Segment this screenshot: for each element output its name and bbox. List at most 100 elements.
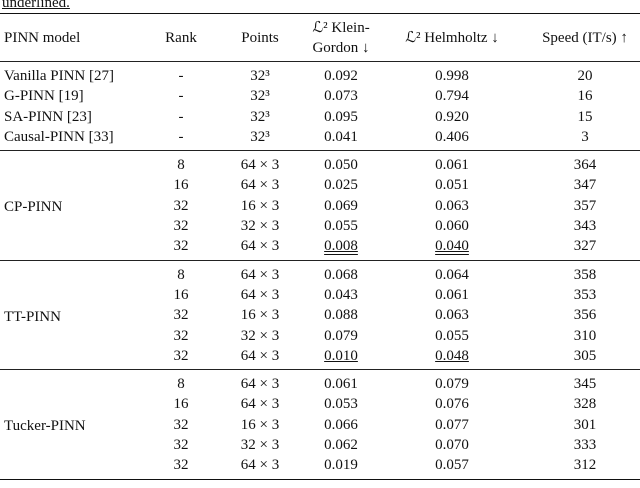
table-cell: 16 × 3 [240, 416, 280, 433]
table-cell: 333 [573, 437, 597, 454]
table-cell: 16 [173, 286, 189, 303]
table-cell: - [178, 108, 184, 125]
table-cell: 0.041 [324, 128, 358, 145]
table-cell: 353 [573, 286, 597, 303]
table-cell: 16 × 3 [240, 307, 280, 324]
row-group: Tucker-PINN 8 64 × 3 0.061 0.079 345 16 64 × 3 0… [0, 369, 640, 479]
table-cell: 0.073 [324, 88, 358, 105]
table-cell: 0.055 [324, 218, 358, 235]
table-cell: 0.053 [324, 396, 358, 413]
table-cell: 0.092 [324, 68, 358, 84]
header-cell: Rank [165, 29, 197, 46]
table-row: 32 32 × 3 0.079 0.055 310 [0, 326, 640, 346]
table-row: CP-PINN 8 64 × 3 0.050 0.061 364 [0, 151, 640, 215]
model-cell: Tucker-PINN [4, 418, 86, 435]
results-table: PINN model Rank Points ℒ² Klein-Gordon ↓ ℒ² … [0, 13, 640, 480]
table-cell: 64 × 3 [240, 238, 280, 255]
table-cell: 16 [173, 177, 189, 194]
table-row: SA-PINN [23] - 32³ 0.095 0.920 15 [0, 107, 640, 127]
table-cell: 0.063 [435, 197, 469, 214]
table-cell: 364 [573, 157, 597, 174]
row-group: TT-PINN 8 64 × 3 0.068 0.064 358 16 64 × 3 0.043… [0, 260, 640, 369]
table-cell: 345 [573, 376, 597, 393]
table-cell: 0.048 [374, 346, 530, 370]
table-cell: 0.055 [435, 327, 469, 344]
header-cell: PINN model [4, 29, 81, 46]
header-cell: ℒ² Klein-Gordon ↓ [312, 19, 370, 56]
table-row: 32 64 × 3 0.010 0.048 305 [0, 346, 640, 370]
table-cell: 328 [573, 396, 597, 413]
table-cell: 305 [573, 347, 597, 364]
table-cell: 32 × 3 [240, 218, 280, 235]
table-cell: 32³ [250, 88, 270, 105]
table-cell: 0.077 [435, 416, 469, 433]
table-cell: 0.008 [308, 236, 374, 260]
table-cell: 347 [573, 177, 597, 194]
table-cell: 32 [173, 416, 189, 433]
model-cell: TT-PINN [4, 308, 61, 325]
table-cell: 15 [577, 108, 593, 125]
row-group: CP-PINN 8 64 × 3 0.050 0.061 364 16 64 × 3 0.025… [0, 150, 640, 260]
table-cell: 0.010 [308, 346, 374, 370]
table-row: Tucker-PINN 8 64 × 3 0.061 0.079 345 [0, 370, 640, 434]
table-cell: 64 × 3 [240, 396, 280, 413]
table-cell: 0.057 [435, 457, 469, 474]
model-cell: CP-PINN [4, 199, 63, 216]
header-cell: Points [241, 29, 279, 46]
table-row: 32 16 × 3 0.088 0.063 356 [0, 305, 640, 325]
table-cell: - [178, 128, 184, 145]
table-cell: 356 [573, 307, 597, 324]
table-cell: - [178, 68, 184, 84]
header-row: PINN model Rank Points ℒ² Klein-Gordon ↓ ℒ² … [0, 14, 640, 62]
table-row: G-PINN [19] - 32³ 0.073 0.794 16 [0, 86, 640, 106]
table-cell: 32³ [250, 108, 270, 125]
table-row: Vanilla PINN [27] - 32³ 0.092 0.998 20 [0, 62, 640, 87]
table-cell: 0.062 [324, 437, 358, 454]
table-cell: 20 [577, 68, 593, 84]
table-cell: 0.068 [324, 266, 358, 283]
table-cell: 343 [573, 218, 597, 235]
table-row: 16 64 × 3 0.025 0.051 347 [0, 175, 640, 195]
table-cell: 64 × 3 [240, 177, 280, 194]
header-cell: Speed (IT/s) ↑ [542, 29, 628, 46]
table-row: 16 64 × 3 0.043 0.061 353 [0, 285, 640, 305]
table-cell: 32 [173, 197, 189, 214]
row-group: Vanilla PINN [27] - 32³ 0.092 0.998 20 G-PINN … [0, 61, 640, 151]
table-cell: 0.920 [435, 108, 469, 125]
table-cell: 312 [573, 457, 597, 474]
caption-fragment: underlined. [2, 0, 70, 11]
table-row: 32 16 × 3 0.066 0.077 301 [0, 415, 640, 435]
table-cell: 32 × 3 [240, 327, 280, 344]
table-row: 32 32 × 3 0.062 0.070 333 [0, 435, 640, 455]
table-cell: 3 [581, 128, 589, 145]
table-cell: 0.019 [324, 457, 358, 474]
table-cell: 310 [573, 327, 597, 344]
table-cell: 32 [173, 307, 189, 324]
table-cell: 0.061 [435, 157, 469, 174]
table-cell: - [178, 88, 184, 105]
table-cell: 0.061 [435, 286, 469, 303]
table-cell: 64 × 3 [240, 157, 280, 174]
table-row: 32 32 × 3 0.055 0.060 343 [0, 216, 640, 236]
table-cell: 32 × 3 [240, 437, 280, 454]
table-row: 32 64 × 3 0.019 0.057 312 [0, 455, 640, 479]
table-cell: 0.079 [324, 327, 358, 344]
table-header: PINN model Rank Points ℒ² Klein-Gordon ↓ ℒ² … [0, 14, 640, 62]
table-cell: 32 [173, 457, 189, 474]
table-cell: 32 [173, 238, 189, 255]
table-cell: 16 [577, 88, 593, 105]
table-cell: 0.069 [324, 197, 358, 214]
table-cell: 32³ [250, 128, 270, 145]
table-cell: 0.066 [324, 416, 358, 433]
table-cell: 0.061 [324, 376, 358, 393]
table-cell: 16 [173, 396, 189, 413]
underlined-value: 0.040 [435, 238, 469, 255]
table-cell: 32 [173, 437, 189, 454]
table-cell: 0.095 [324, 108, 358, 125]
table-cell: 16 × 3 [240, 197, 280, 214]
table-cell: 0.079 [435, 376, 469, 393]
table-cell: 32 [173, 218, 189, 235]
table-cell: 64 × 3 [240, 266, 280, 283]
table-cell: 0.043 [324, 286, 358, 303]
